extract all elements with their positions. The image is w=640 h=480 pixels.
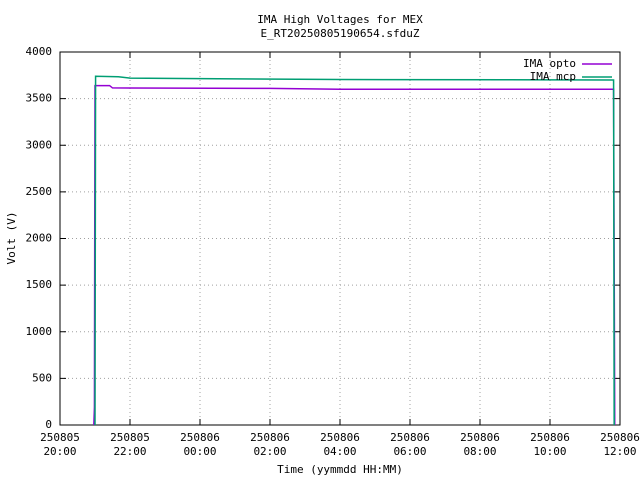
x-tick-label: 250806 08:00 — [460, 431, 500, 458]
x-tick-label: 250806 12:00 — [600, 431, 640, 458]
y-tick-label: 2500 — [26, 185, 53, 198]
x-tick-label: 250806 04:00 — [320, 431, 360, 458]
y-tick-label: 500 — [32, 371, 52, 384]
y-tick-label: 1500 — [26, 278, 53, 291]
x-axis-label: Time (yymmdd HH:MM) — [277, 463, 403, 476]
x-tick-label: 250806 00:00 — [180, 431, 220, 458]
x-tick-label: 250806 10:00 — [530, 431, 570, 458]
x-tick-label: 250805 20:00 — [40, 431, 80, 458]
legend-label: IMA mcp — [530, 70, 576, 83]
y-tick-label: 3000 — [26, 138, 53, 151]
legend-label: IMA opto — [523, 57, 576, 70]
x-tick-label: 250805 22:00 — [110, 431, 150, 458]
series-line — [93, 84, 616, 426]
plot-frame — [59, 51, 621, 426]
y-tick-label: 3500 — [26, 92, 53, 105]
y-tick-label: 0 — [45, 418, 52, 431]
y-axis-label: Volt (V) — [5, 212, 18, 265]
series-line — [94, 75, 615, 426]
x-tick-label: 250806 06:00 — [390, 431, 430, 458]
y-tick-label: 2000 — [26, 232, 53, 245]
chart-title: IMA High Voltages for MEX — [257, 13, 423, 26]
x-tick-label: 250806 02:00 — [250, 431, 290, 458]
y-tick-label: 4000 — [26, 45, 53, 58]
y-tick-label: 1000 — [26, 325, 53, 338]
chart-subtitle: E_RT20250805190654.sfduZ — [261, 27, 420, 40]
